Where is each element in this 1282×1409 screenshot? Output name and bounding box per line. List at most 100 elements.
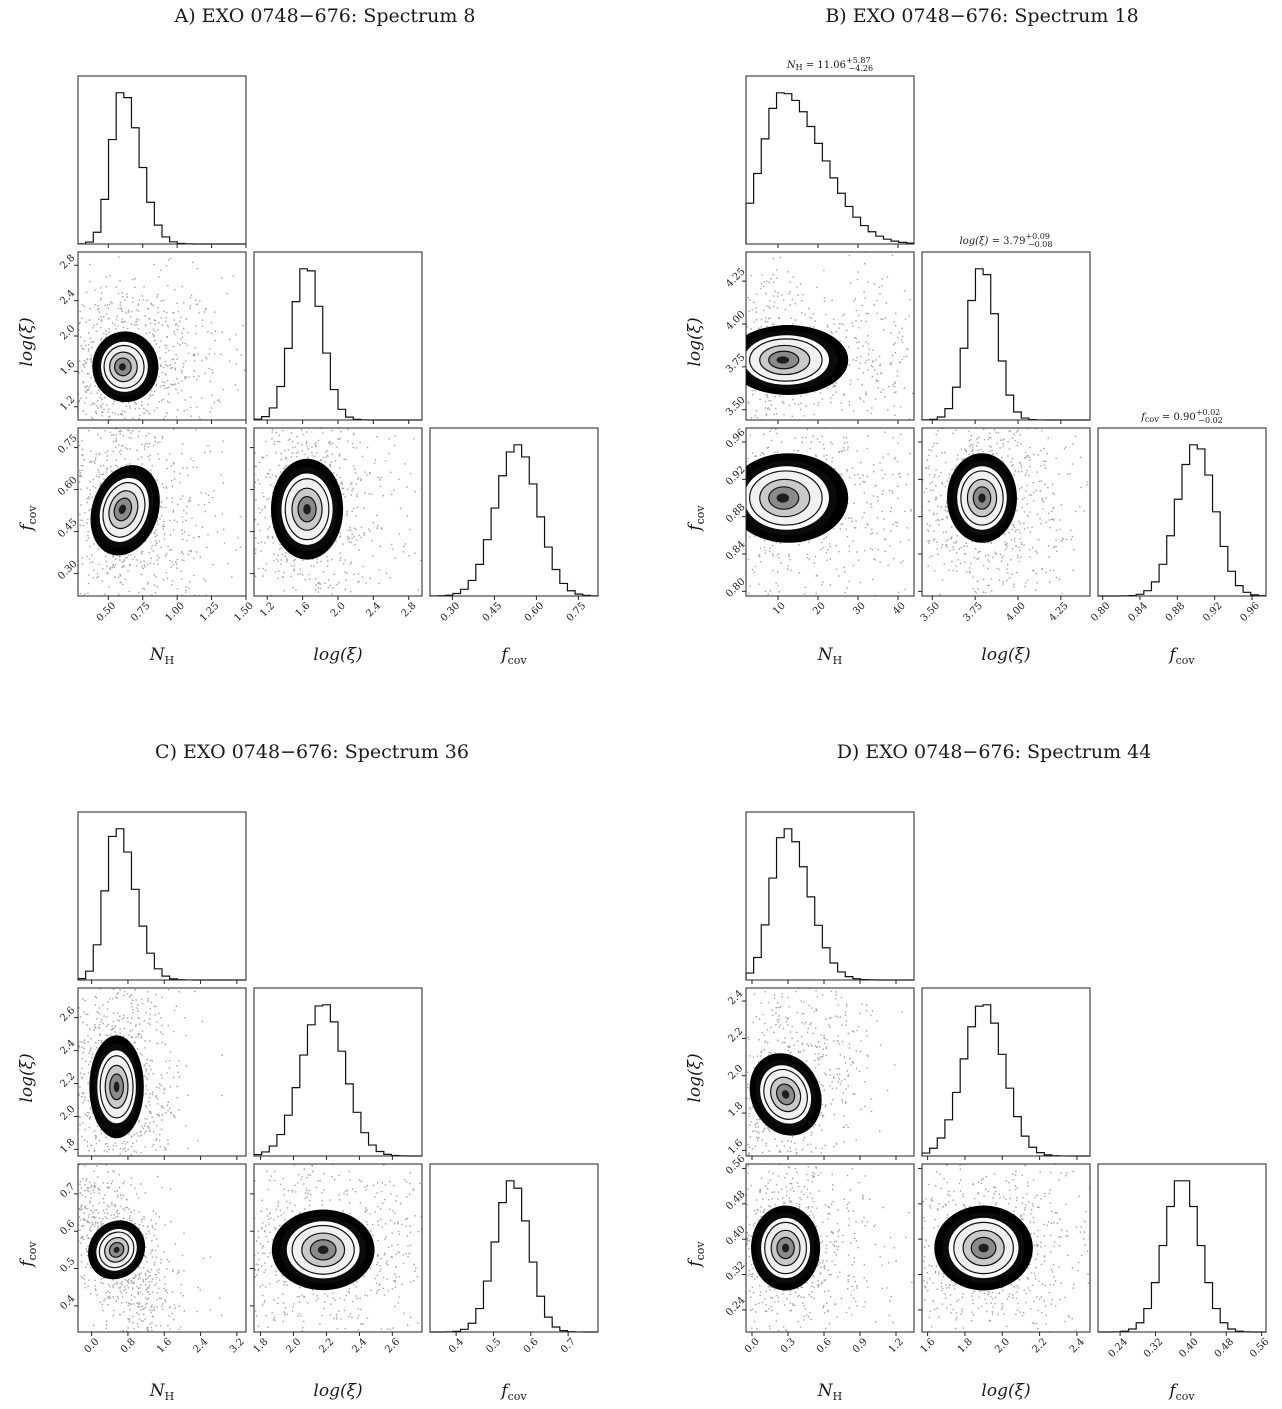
x-tick-label: 1.6 — [155, 1336, 174, 1355]
y-tick-label: 3.75 — [724, 352, 748, 376]
x-tick-label: 1.2 — [887, 1336, 906, 1355]
x-tick-label: 0.75 — [565, 600, 589, 624]
cell-2-2: 0.4 0.5 0.6 0.7 — [429, 1163, 599, 1355]
cell-2-1: 1.6 1.8 2.0 2.2 2.4 — [918, 1163, 1091, 1355]
histogram-N_H — [745, 92, 915, 244]
axes-frame — [745, 75, 915, 245]
x-tick-label: 0.6 — [815, 1336, 834, 1355]
x-axis-label: fcov — [499, 645, 527, 667]
y-axis-label: fcov — [17, 505, 39, 533]
x-tick-label: 3.75 — [962, 600, 986, 624]
axes-frame — [77, 427, 247, 597]
x-axis-label: log(ξ) — [981, 645, 1030, 665]
axes-frame — [921, 987, 1091, 1157]
axes-frame — [921, 251, 1091, 421]
x-tick-label: 0.9 — [851, 1336, 870, 1355]
density-peak — [303, 503, 311, 515]
x-axis-label: log(ξ) — [313, 1381, 362, 1401]
x-tick-label: 0.4 — [447, 1336, 466, 1355]
y-axis-label: fcov — [685, 1241, 707, 1269]
scatter-points — [78, 428, 242, 596]
y-axis-label: fcov — [17, 1241, 39, 1269]
x-tick-label: 2.2 — [1030, 1336, 1049, 1355]
density-peak — [978, 1243, 989, 1253]
density-peak — [113, 1081, 120, 1093]
x-tick-label: 1.8 — [956, 1336, 975, 1355]
x-tick-label: 0.7 — [559, 1336, 578, 1355]
x-tick-label: 2.0 — [329, 600, 348, 619]
axes-frame — [921, 1163, 1091, 1333]
density-peak — [118, 363, 126, 371]
x-axis-label: fcov — [1167, 645, 1195, 667]
cell-2-2: 0.30 0.45 0.60 0.75 — [429, 427, 599, 624]
density-peak — [113, 1246, 120, 1253]
x-tick-label: 2.0 — [284, 1336, 303, 1355]
y-tick-label: 2.8 — [58, 253, 77, 272]
x-tick-label: 2.6 — [383, 1336, 402, 1355]
cell-1-0: 1.8 2.0 2.2 2.4 2.6 — [58, 987, 247, 1160]
x-tick-label: 2.0 — [993, 1336, 1012, 1355]
corner-panel-a: A) EXO 0748−676: Spectrum 8 1.2 1.6 2.0 2.4 2… — [17, 5, 599, 667]
y-tick-label: 0.40 — [724, 1224, 748, 1248]
x-tick-label: 1.6 — [918, 1336, 937, 1355]
panel-title: A) EXO 0748−676: Spectrum 8 — [174, 5, 476, 27]
y-tick-label: 2.2 — [58, 1071, 77, 1090]
histogram-log(ξ) — [253, 1004, 423, 1157]
histogram-N_H — [745, 828, 914, 981]
y-tick-label: 1.6 — [726, 1138, 745, 1157]
x-axis-label: fcov — [1167, 1381, 1195, 1403]
axes-frame — [1097, 427, 1267, 597]
y-tick-label: 0.80 — [724, 576, 748, 600]
y-tick-label: 0.88 — [724, 502, 748, 526]
x-tick-label: 0.45 — [481, 600, 505, 624]
histogram-N_H — [77, 828, 246, 981]
y-tick-label: 0.30 — [56, 559, 80, 583]
cell-1-1 — [253, 987, 423, 1160]
x-tick-label: 2.4 — [191, 1336, 210, 1355]
panel-title: B) EXO 0748−676: Spectrum 18 — [825, 5, 1138, 27]
x-tick-label: 3.50 — [919, 600, 943, 624]
y-tick-label: 2.0 — [58, 323, 77, 342]
corner-panel-c: C) EXO 0748−676: Spectrum 36 1.8 2.0 2.2 2.4… — [17, 741, 599, 1403]
y-tick-label: 1.8 — [726, 1100, 745, 1119]
x-tick-label: 0.48 — [1213, 1336, 1237, 1360]
y-tick-label: 3.50 — [724, 395, 748, 419]
y-axis-label: log(ξ) — [685, 1053, 705, 1102]
x-tick-label: 1.6 — [294, 600, 313, 619]
y-axis-label: log(ξ) — [17, 1053, 37, 1102]
x-tick-label: 0.6 — [522, 1336, 541, 1355]
cell-2-2: fcov = 0.90+0.02 −0.02 0.80 0.84 0.88 0.92 0.9… — [1089, 408, 1267, 624]
panel-title: C) EXO 0748−676: Spectrum 36 — [155, 741, 469, 763]
y-tick-label: 2.0 — [58, 1104, 77, 1123]
axes-frame — [745, 1163, 915, 1333]
x-tick-label: 0.24 — [1106, 1336, 1130, 1360]
x-tick-label: 0.8 — [119, 1336, 138, 1355]
y-tick-label: 0.6 — [58, 1219, 77, 1238]
cell-0-0 — [77, 75, 247, 248]
y-axis-label: log(ξ) — [17, 317, 37, 366]
axes-frame — [77, 1163, 247, 1333]
x-tick-label: 4.00 — [1004, 600, 1028, 624]
cell-2-1: 1.2 1.6 2.0 2.4 2.8 — [250, 427, 423, 619]
x-tick-label: 1.00 — [164, 600, 188, 624]
density-peak — [781, 1090, 790, 1099]
y-tick-label: 0.4 — [58, 1293, 77, 1312]
x-axis-label: NH — [817, 645, 842, 667]
histogram-N_H — [77, 92, 246, 245]
cell-0-0 — [745, 811, 915, 984]
y-tick-label: 2.6 — [58, 1005, 77, 1024]
cell-2-1: 3.50 3.75 4.00 4.25 — [918, 427, 1091, 624]
cell-1-1: log(ξ) = 3.79+0.09 −0.08 — [921, 232, 1091, 424]
x-tick-label: 0.30 — [439, 600, 463, 624]
x-tick-label: 0.0 — [82, 1336, 101, 1355]
x-tick-label: 1.50 — [232, 600, 256, 624]
histogram-f_cov — [1097, 1180, 1267, 1333]
axes-frame — [429, 427, 599, 597]
axes-frame — [1097, 1163, 1267, 1333]
axes-frame — [745, 251, 915, 421]
x-tick-label: 0.80 — [1089, 600, 1113, 624]
cell-2-2: 0.24 0.32 0.40 0.48 0.56 — [1097, 1163, 1271, 1360]
density-peak — [978, 493, 986, 503]
x-tick-label: 0.0 — [743, 1336, 762, 1355]
stat-label: log(ξ) = 3.79+0.09 −0.08 — [960, 232, 1053, 249]
